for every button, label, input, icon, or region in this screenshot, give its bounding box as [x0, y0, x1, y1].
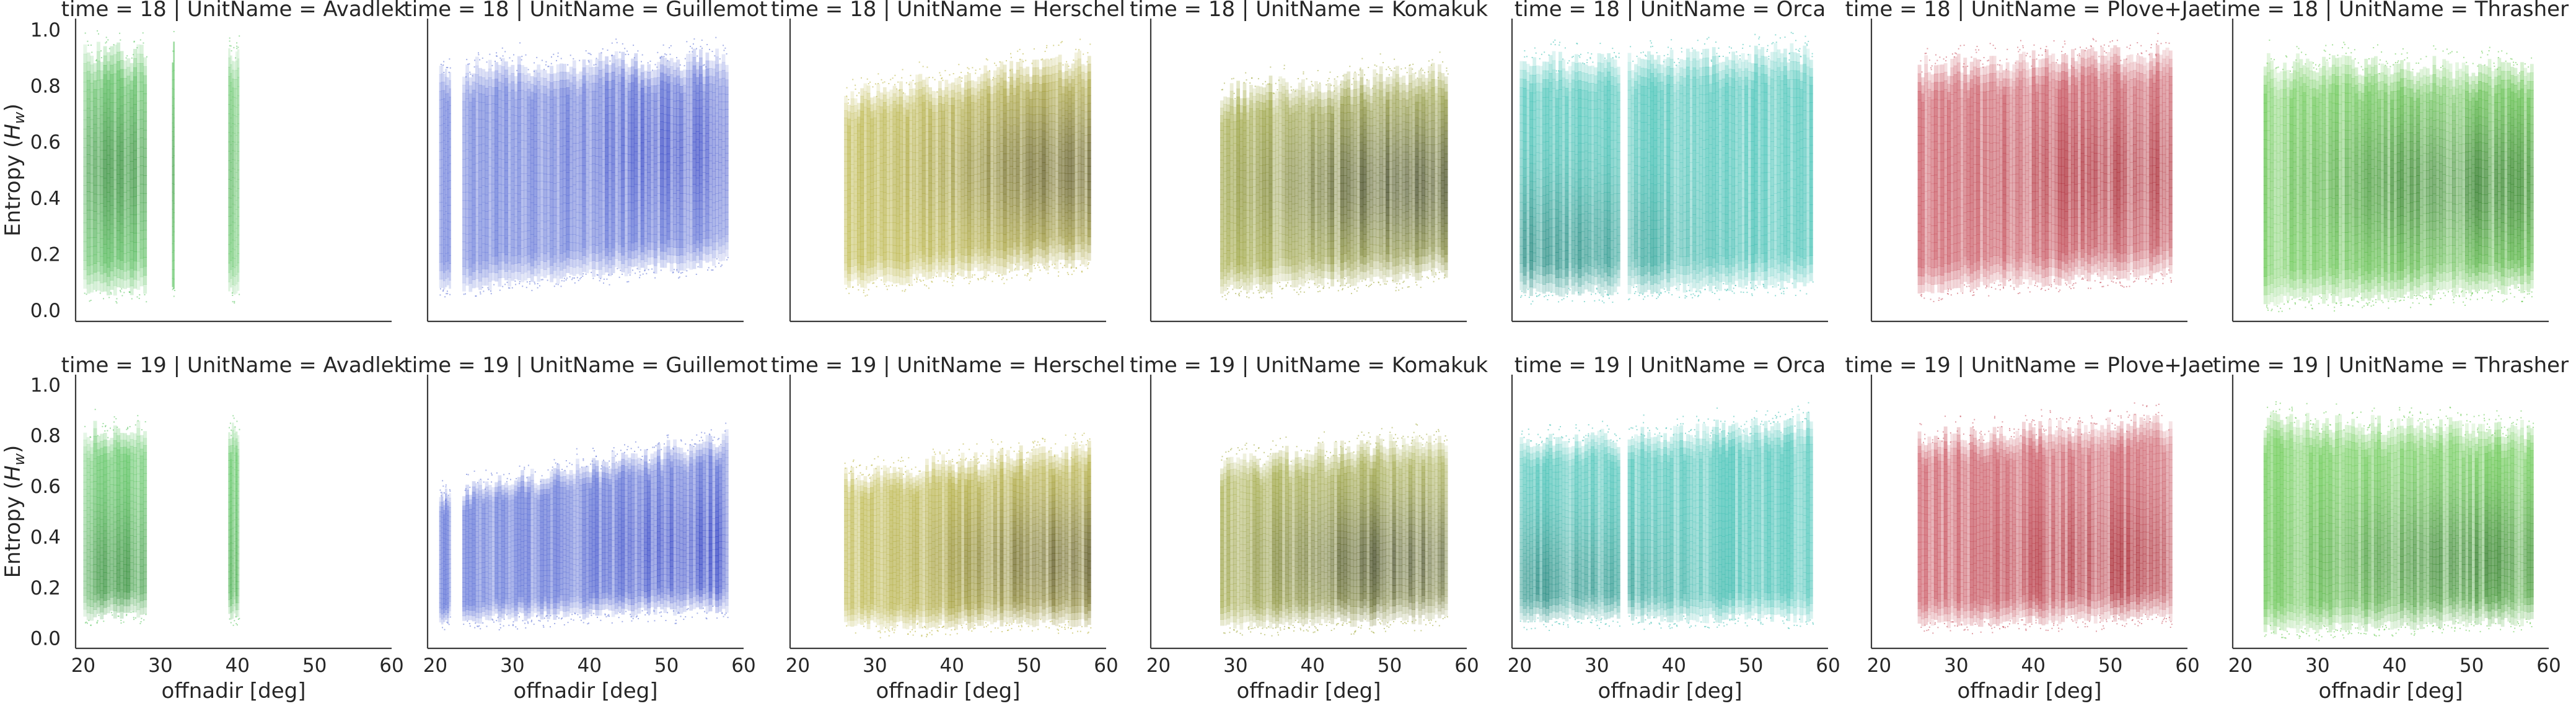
data-points — [1918, 33, 2173, 302]
x-axis-label: offnadir [deg] — [1598, 679, 1742, 703]
y-tick-label: 0.2 — [30, 577, 61, 599]
x-tick-label: 30 — [863, 655, 887, 677]
x-axis-label: offnadir [deg] — [513, 679, 657, 703]
x-tick-label: 50 — [1739, 655, 1763, 677]
x-tick-label: 40 — [2021, 655, 2045, 677]
x-tick-label: 40 — [1661, 655, 1686, 677]
x-tick-label: 40 — [225, 655, 249, 677]
x-tick-label: 50 — [302, 655, 327, 677]
x-tick-label: 60 — [1454, 655, 1479, 677]
x-tick-label: 50 — [2460, 655, 2484, 677]
panel-title: time = 19 | UnitName = Thrasher — [2213, 353, 2569, 378]
x-axis-label: offnadir [deg] — [1236, 679, 1381, 703]
x-axis-label: offnadir [deg] — [2318, 679, 2463, 703]
panel-title: time = 18 | UnitName = Plove+Jae — [1845, 0, 2214, 22]
x-tick-label: 60 — [2536, 655, 2561, 677]
panel-title: time = 18 | UnitName = Orca — [1514, 0, 1826, 22]
y-tick-label: 0.8 — [30, 425, 61, 447]
x-tick-label: 30 — [2305, 655, 2329, 677]
y-tick-label: 0.4 — [30, 188, 61, 210]
data-points — [2264, 40, 2534, 312]
data-points — [1519, 32, 1813, 305]
data-points — [2264, 401, 2534, 642]
y-tick-label: 1.0 — [30, 374, 61, 396]
x-tick-label: 30 — [1223, 655, 1247, 677]
panel-title: time = 19 | UnitName = Guillemot — [403, 353, 767, 378]
x-tick-label: 60 — [1816, 655, 1840, 677]
x-tick-label: 20 — [786, 655, 810, 677]
y-tick-label: 0.6 — [30, 476, 61, 498]
x-tick-label: 50 — [1378, 655, 1402, 677]
panel-title: time = 19 | UnitName = Plove+Jae — [1845, 353, 2214, 378]
x-tick-label: 60 — [379, 655, 403, 677]
y-tick-label: 0.0 — [30, 628, 61, 650]
x-axis-label: offnadir [deg] — [876, 679, 1020, 703]
y-tick-label: 0.6 — [30, 131, 61, 154]
panel-title: time = 18 | UnitName = Avadlek — [61, 0, 407, 22]
panel-title: time = 19 | UnitName = Avadlek — [61, 353, 407, 378]
x-tick-label: 40 — [939, 655, 964, 677]
x-tick-label: 20 — [1867, 655, 1891, 677]
panel-title: time = 18 | UnitName = Guillemot — [403, 0, 767, 22]
panel-title: time = 19 | UnitName = Komakuk — [1130, 353, 1488, 378]
x-tick-label: 40 — [577, 655, 601, 677]
data-points — [1918, 403, 2173, 634]
x-tick-label: 50 — [654, 655, 679, 677]
x-tick-label: 20 — [1508, 655, 1532, 677]
x-tick-label: 20 — [2228, 655, 2253, 677]
y-tick-label: 0.4 — [30, 526, 61, 549]
x-tick-label: 30 — [1944, 655, 1968, 677]
x-tick-label: 50 — [1017, 655, 1041, 677]
x-tick-label: 40 — [2382, 655, 2406, 677]
y-tick-label: 0.2 — [30, 243, 61, 266]
data-points — [1220, 51, 1449, 300]
x-axis-label: offnadir [deg] — [161, 679, 306, 703]
panel-title: time = 19 | UnitName = Orca — [1514, 353, 1826, 378]
panel-title: time = 19 | UnitName = Herschel — [771, 353, 1125, 378]
x-tick-label: 30 — [1585, 655, 1609, 677]
x-tick-label: 20 — [71, 655, 95, 677]
y-tick-label: 1.0 — [30, 19, 61, 41]
y-tick-label: 0.0 — [30, 300, 61, 322]
panel-title: time = 18 | UnitName = Thrasher — [2213, 0, 2569, 22]
x-tick-label: 30 — [148, 655, 172, 677]
y-tick-label: 0.8 — [30, 76, 61, 98]
x-tick-label: 40 — [1300, 655, 1324, 677]
x-tick-label: 20 — [423, 655, 447, 677]
x-tick-label: 60 — [1094, 655, 1118, 677]
x-axis-label: offnadir [deg] — [1957, 679, 2101, 703]
x-tick-label: 30 — [500, 655, 524, 677]
panel-title: time = 18 | UnitName = Komakuk — [1130, 0, 1488, 22]
x-tick-label: 20 — [1146, 655, 1171, 677]
x-tick-label: 60 — [2175, 655, 2199, 677]
x-tick-label: 50 — [2098, 655, 2122, 677]
data-points — [439, 37, 729, 298]
panel-title: time = 18 | UnitName = Herschel — [771, 0, 1125, 22]
x-tick-label: 60 — [731, 655, 755, 677]
